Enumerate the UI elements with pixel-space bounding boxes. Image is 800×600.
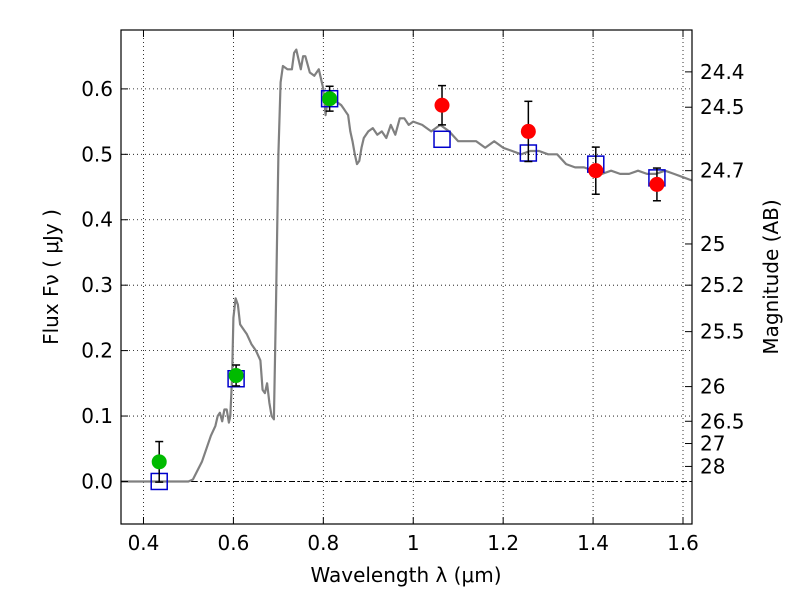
y-tick-label: 0.0 — [81, 469, 113, 493]
right-tick-label: 26 — [700, 375, 725, 399]
x-axis-label: Wavelength λ (μm) — [310, 563, 501, 587]
data-layer — [121, 48, 692, 491]
y-axis-label: Flux Fν ( μJy ) — [39, 209, 63, 345]
red-data-point — [434, 97, 450, 113]
x-tick-label: 1.2 — [487, 531, 519, 555]
right-tick-label: 25 — [700, 232, 725, 256]
plot-frame — [120, 29, 693, 525]
x-tick-label: 1.6 — [667, 531, 699, 555]
y-tick-label: 0.4 — [81, 208, 113, 232]
ticks: 0.4 0.6 0.8 1 1.2 1.4 1.6 0.0 0.1 0.2 0.3 0.4 0.5 0.6… — [81, 30, 745, 555]
red-data-point — [588, 163, 604, 179]
model-band-square — [433, 130, 451, 149]
x-tick-label: 1.4 — [577, 531, 609, 555]
y-tick-label: 0.2 — [81, 339, 113, 363]
right-tick-label: 27 — [700, 432, 725, 456]
y-tick-label: 0.1 — [81, 404, 113, 428]
right-tick-label: 25.5 — [700, 320, 745, 344]
y-tick-label: 0.5 — [81, 142, 113, 166]
right-tick-label: 24.7 — [700, 159, 745, 183]
green-data-point — [228, 367, 244, 383]
model-sed-line — [121, 48, 692, 483]
x-tick-label: 0.4 — [128, 531, 160, 555]
right-tick-label: 25.2 — [700, 273, 745, 297]
red-data-point — [520, 123, 536, 139]
x-tick-label: 0.6 — [217, 531, 249, 555]
right-tick-label: 24.4 — [700, 60, 745, 84]
right-tick-label: 24.5 — [700, 95, 745, 119]
right-tick-label: 26.5 — [700, 409, 745, 433]
y-tick-label: 0.6 — [81, 77, 113, 101]
right-axis-label: Magnitude (AB) — [759, 199, 783, 354]
green-data-point — [151, 454, 167, 470]
x-tick-label: 1 — [407, 531, 420, 555]
green-data-point — [322, 91, 338, 107]
y-tick-label: 0.3 — [81, 273, 113, 297]
red-data-point — [649, 176, 665, 192]
right-tick-label: 28 — [700, 454, 725, 478]
x-tick-label: 0.8 — [307, 531, 339, 555]
